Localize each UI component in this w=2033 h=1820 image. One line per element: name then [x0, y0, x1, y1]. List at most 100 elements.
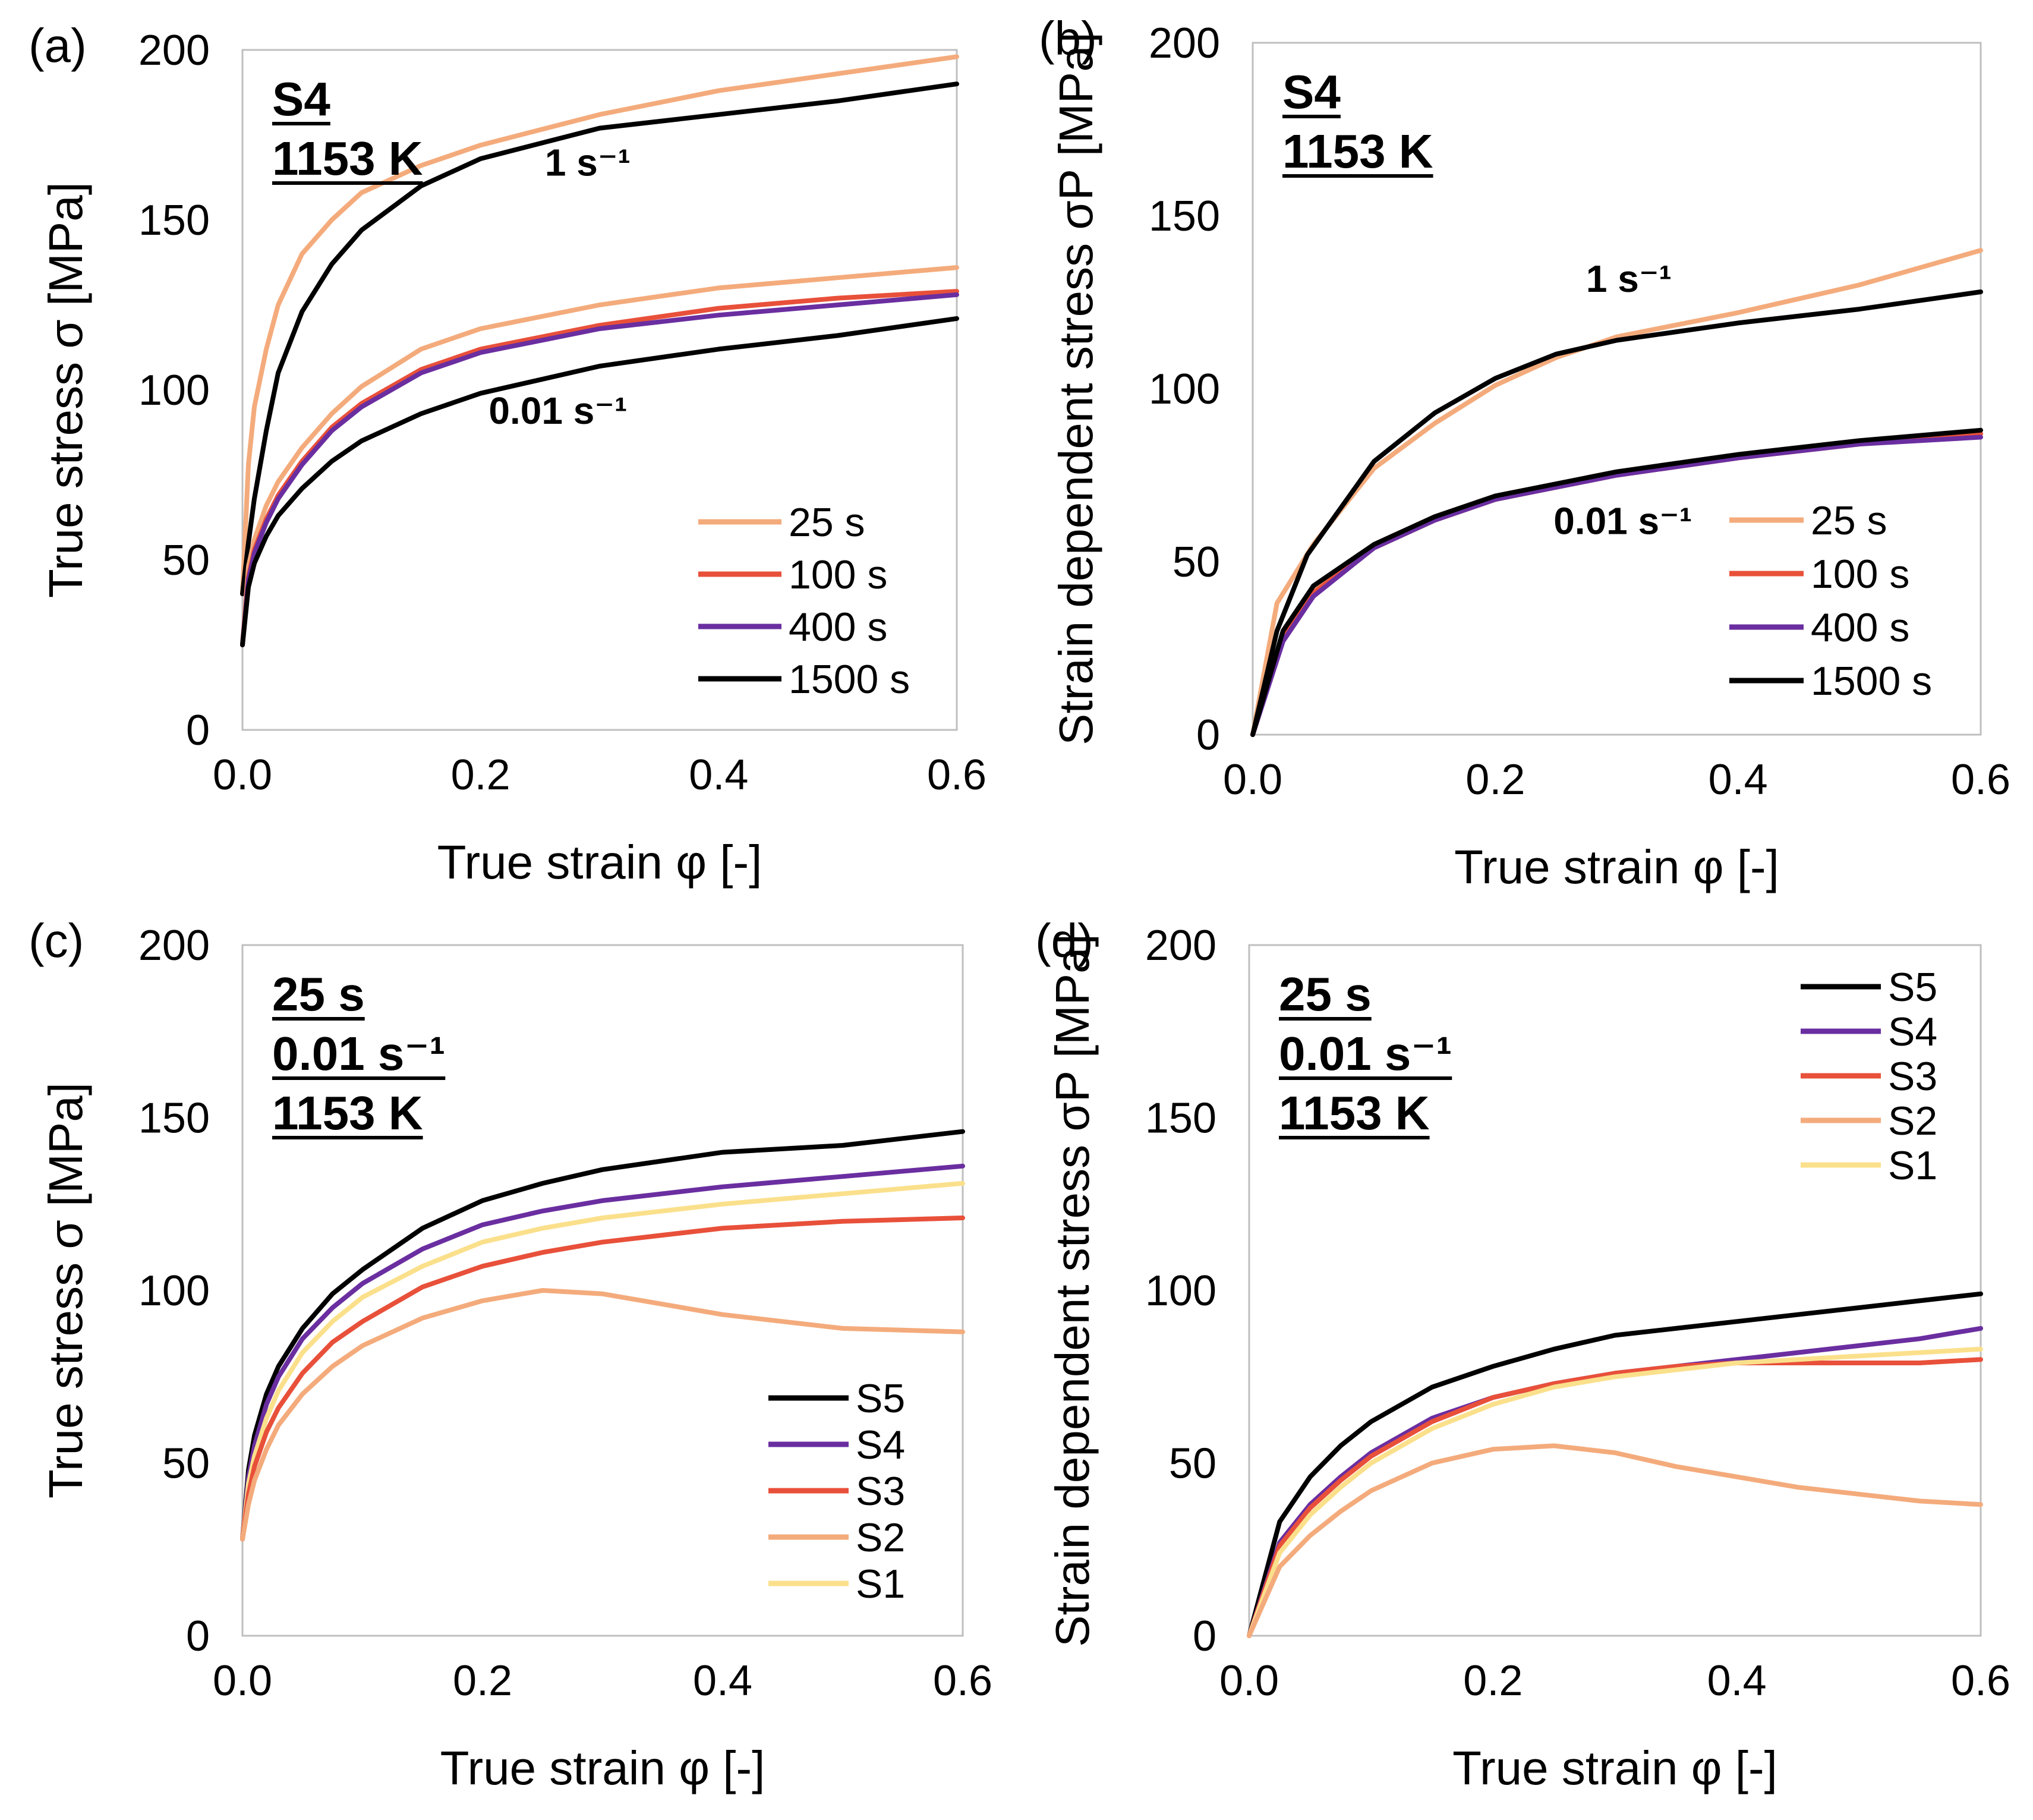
series-line-400-s-4 [240, 292, 959, 647]
y-tick-label: 100 [138, 367, 210, 414]
x-tick-label: 0.0 [1219, 1657, 1279, 1705]
series-line-s5-0 [1247, 1291, 1983, 1638]
y-tick-label: 150 [138, 197, 210, 244]
x-tick-label: 0.4 [1707, 1657, 1767, 1705]
condition-annotation: 1153 K [272, 132, 423, 185]
series-line-1500-s-1 [1250, 289, 1983, 737]
series-line-s3-2 [1247, 1357, 1983, 1638]
series-line-s2-4 [1247, 1443, 1983, 1638]
x-axis-label: True strain φ [-] [1454, 840, 1779, 893]
y-tick-label: 50 [1172, 539, 1220, 586]
legend-entry: 100 s [789, 552, 887, 597]
x-tick-label: 0.4 [689, 751, 748, 799]
series-line-s1-2 [240, 1180, 965, 1542]
plot-frame [1252, 42, 1982, 736]
y-tick-label: 50 [162, 1440, 210, 1488]
x-tick-label: 0.4 [693, 1657, 752, 1705]
legend-entry: S5 [1888, 965, 1937, 1010]
legend-entry: 25 s [789, 500, 865, 545]
x-tick-label: 0.6 [1951, 756, 2010, 804]
x-tick-label: 0.0 [213, 1657, 272, 1705]
y-tick-label: 100 [1149, 366, 1220, 413]
series-line-s5-0 [240, 1129, 965, 1542]
series-line-s2-4 [240, 1288, 965, 1542]
series-line-400-s-4 [1250, 434, 1983, 737]
legend-entry: 400 s [1811, 605, 1909, 650]
y-tick-label: 0 [1193, 1613, 1216, 1660]
y-axis-label: Strain dependent stress σP [MPa] [1049, 32, 1102, 745]
condition-annotation: 0.01 s⁻¹ [272, 1027, 445, 1080]
y-tick-label: 200 [1145, 922, 1216, 969]
series-line-s3-3 [240, 1216, 965, 1542]
x-axis-label: True strain φ [-] [440, 1742, 765, 1794]
x-tick-label: 0.2 [1465, 756, 1525, 804]
series-line-s4-1 [240, 1163, 965, 1542]
panel-label: (d) [1035, 914, 1093, 967]
x-tick-label: 0.2 [451, 751, 510, 799]
y-tick-label: 50 [1169, 1440, 1216, 1488]
strain-rate-label: 0.01 s⁻¹ [488, 389, 627, 432]
x-tick-label: 0.0 [213, 751, 272, 799]
plot-frame [241, 49, 958, 731]
x-tick-label: 0.0 [1223, 756, 1282, 804]
x-tick-label: 0.2 [453, 1657, 512, 1705]
x-axis-label: True strain φ [-] [437, 836, 762, 889]
legend-entry: S1 [1888, 1143, 1937, 1188]
condition-annotation: 0.01 s⁻¹ [1279, 1027, 1452, 1080]
legend-entry: 400 s [789, 604, 887, 650]
y-tick-label: 0 [1196, 711, 1220, 759]
legend-entry: 25 s [1811, 498, 1887, 543]
strain-rate-label: 1 s⁻¹ [1586, 257, 1672, 300]
panel-label: (c) [29, 914, 84, 967]
legend-entry: S2 [1888, 1098, 1937, 1144]
y-tick-label: 100 [138, 1267, 210, 1315]
series-line-1500-s-1 [240, 81, 959, 597]
y-tick-label: 200 [138, 922, 210, 969]
panel-b: 0.0 0.2 0.4 0.6 0 50 100 150 200 True strain φ [-… [1039, 12, 2010, 893]
condition-annotation: 1153 K [1279, 1087, 1430, 1139]
legend-entry: S4 [856, 1422, 905, 1468]
plot-frame [1248, 944, 1982, 1637]
condition-annotation: 1153 K [272, 1087, 423, 1139]
plot-frame [241, 944, 964, 1637]
y-tick-label: 150 [138, 1095, 210, 1142]
legend: 25 s 100 s 400 s 1500 s [698, 500, 910, 702]
y-axis-label: True stress σ [MPa] [39, 1082, 92, 1498]
panel-a: 0.0 0.2 0.4 0.6 0 50 100 150 200 True strain φ [-… [29, 19, 986, 889]
y-tick-label: 150 [1149, 193, 1220, 240]
y-tick-label: 200 [138, 27, 210, 74]
y-tick-label: 100 [1145, 1267, 1216, 1315]
x-tick-label: 0.6 [927, 751, 986, 799]
legend-entry: 1500 s [1811, 659, 1932, 704]
y-tick-label: 50 [162, 537, 210, 584]
series-line-1500-s-5 [240, 316, 959, 647]
legend: 25 s 100 s 400 s 1500 s [1729, 498, 1932, 704]
series-line-25-s-2 [240, 265, 959, 647]
legend-entry: S3 [1888, 1054, 1937, 1099]
legend-entry: 1500 s [789, 657, 910, 702]
series-line-1500-s-5 [1250, 427, 1983, 737]
legend-entry: S2 [856, 1515, 905, 1560]
legend-entry: S5 [856, 1376, 905, 1421]
x-tick-label: 0.6 [933, 1657, 992, 1705]
panel-d: 0.0 0.2 0.4 0.6 0 50 100 150 200 True strain φ [-… [1035, 914, 2010, 1794]
panel-label: (a) [29, 19, 87, 72]
panel-label: (b) [1039, 12, 1097, 65]
legend-entry: S3 [856, 1469, 905, 1514]
panel-c: 0.0 0.2 0.4 0.6 0 50 100 150 200 True strain φ [-… [29, 914, 992, 1794]
y-tick-label: 0 [186, 1613, 210, 1660]
legend-entry: 100 s [1811, 552, 1909, 597]
condition-annotation: 25 s [1279, 968, 1372, 1021]
y-tick-label: 0 [186, 707, 210, 754]
condition-annotation: 25 s [272, 968, 365, 1021]
condition-annotation: S4 [272, 73, 330, 125]
legend-entry: S4 [1888, 1009, 1937, 1054]
x-axis-label: True strain φ [-] [1452, 1742, 1777, 1794]
strain-rate-label: 0.01 s⁻¹ [1553, 499, 1692, 542]
series-line-25-s-0 [240, 54, 959, 597]
series-line-s1-3 [1247, 1346, 1983, 1638]
y-axis-label: True stress σ [MPa] [39, 182, 92, 598]
